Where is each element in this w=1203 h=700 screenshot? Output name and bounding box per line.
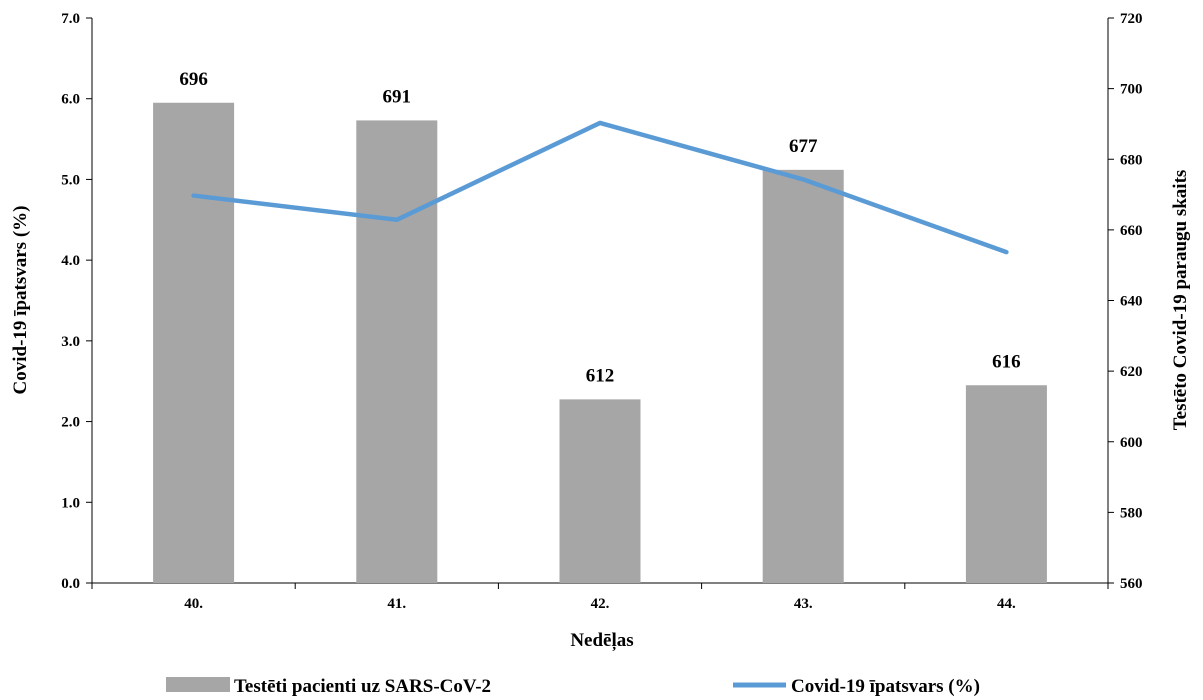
y-left-tick-label: 4.0 [61,253,80,269]
x-tick-label: 41. [387,596,406,612]
bar [965,385,1047,583]
bar-data-label: 612 [586,365,615,386]
y-left-tick-label: 5.0 [61,172,80,188]
bar-data-label: 691 [383,86,412,107]
y-axis-left-title: Covid-19 īpatsvars (%) [10,206,31,395]
y-right-tick-label: 720 [1120,11,1143,27]
legend-label-line: Covid-19 īpatsvars (%) [791,676,980,697]
y-left-tick-label: 3.0 [61,334,80,350]
line-series [191,120,1009,255]
y-right-tick-label: 680 [1120,152,1143,168]
x-tick-label: 43. [794,596,813,612]
x-tick-label: 44. [997,596,1016,612]
x-axis-title: Nedēļas [570,630,633,651]
legend-label-bars: Testēti pacienti uz SARS-CoV-2 [234,676,491,697]
bar [559,399,641,583]
y-axis-right-title: Testēto Covid-19 paraugu skaits [1170,170,1191,431]
y-right-tick-label: 660 [1120,223,1143,239]
bar [153,102,235,583]
y-left-tick-label: 7.0 [61,11,80,27]
x-tick-label: 40. [184,596,203,612]
y-right-tick-label: 560 [1120,576,1143,592]
bar [762,169,844,583]
bar [356,120,438,583]
y-right-tick-label: 620 [1120,364,1143,380]
y-left-tick-label: 6.0 [61,92,80,108]
y-right-tick-label: 640 [1120,294,1143,310]
y-right-tick-label: 580 [1120,505,1143,521]
line-series-path [191,120,1009,255]
data-labels: 696 691 612 677 616 [179,69,1020,387]
y-left-tick-label: 0.0 [61,576,80,592]
legend-swatch-bars [166,677,230,692]
bar-data-label: 696 [179,69,208,90]
y-left-tick-label: 2.0 [61,415,80,431]
ticks: 0.0 1.0 2.0 3.0 4.0 5.0 6.0 7.0 560 580 600 620 640 6… [61,11,1142,612]
bar-data-label: 677 [789,136,818,157]
bars [153,102,1047,583]
x-tick-label: 42. [591,596,610,612]
bar-data-label: 616 [992,351,1021,372]
legend: Testēti pacienti uz SARS-CoV-2 Covid-19 … [166,676,980,697]
y-right-tick-label: 700 [1120,82,1143,98]
y-right-tick-label: 600 [1120,435,1143,451]
y-left-tick-label: 1.0 [61,495,80,511]
